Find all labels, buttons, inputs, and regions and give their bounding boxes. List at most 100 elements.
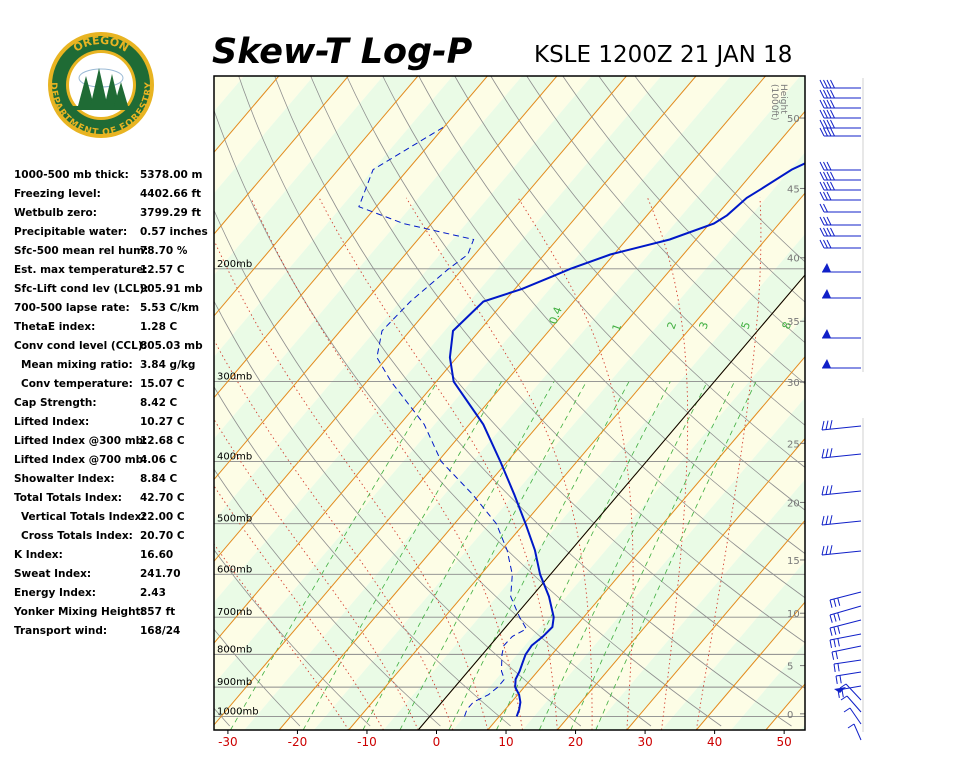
wind-barb-feather — [826, 99, 832, 109]
wind-barb-feather — [825, 448, 829, 458]
wind-barb-feather — [847, 723, 855, 729]
index-value: 4402.66 ft — [140, 188, 202, 200]
stability-indices-panel: 1000-500 mb thick: 5378.00 m Freezing leve… — [14, 169, 212, 644]
index-label: Conv temperature: — [21, 378, 133, 390]
index-value: 5378.00 m — [140, 169, 203, 181]
wind-barb-feather — [830, 109, 835, 119]
wind-barb-feather — [830, 181, 835, 191]
mixing-ratio-line — [399, 381, 587, 730]
wind-barb-feather — [830, 171, 835, 181]
mixing-ratio-label: 1 — [610, 322, 625, 333]
index-row: Sfc-Lift cond lev (LCL): 905.91 mb — [14, 283, 212, 302]
dry-adiabat — [382, 76, 805, 555]
isotherm — [0, 76, 140, 730]
wind-barb-feather — [829, 515, 833, 525]
isotherm — [695, 601, 805, 730]
wind-barb-feather — [823, 171, 828, 181]
wind-barb-feather — [823, 203, 828, 213]
mixing-ratio-line — [362, 381, 555, 730]
index-value: 0.57 inches — [140, 226, 208, 238]
isotherm — [278, 110, 805, 730]
temperature-band-yellow — [905, 76, 960, 730]
wind-barb-feather — [833, 639, 836, 648]
isotherm — [626, 519, 805, 730]
wind-barb-feather — [830, 119, 835, 129]
index-row: Sfc-500 mean rel hum: 78.70 % — [14, 245, 212, 264]
isotherm — [0, 76, 70, 730]
temperature-band-green — [0, 76, 140, 730]
index-row: Lifted Index @700 mb: 4.06 C — [14, 454, 212, 473]
index-value: 16.60 — [140, 549, 174, 561]
temperature-band-green — [383, 234, 805, 730]
wind-barb-feather — [829, 639, 833, 648]
wind-barb-feather — [829, 545, 833, 555]
temperature-band-green — [0, 76, 209, 730]
wind-barb-staff — [845, 683, 862, 701]
wind-barb-feather — [819, 127, 825, 137]
wind-barb-feather — [840, 695, 848, 701]
height-tick-label: 50 — [787, 114, 800, 125]
index-value: 22.00 C — [140, 511, 185, 523]
index-row: Freezing level: 4402.66 ft — [14, 188, 212, 207]
index-value: 78.70 % — [140, 245, 188, 257]
x-axis-tick-label: 50 — [777, 735, 792, 749]
index-label: Transport wind: — [14, 625, 108, 637]
pressure-label: 400mb — [217, 452, 252, 463]
wind-barb-feather — [826, 119, 832, 129]
mixing-ratio-line — [570, 381, 735, 730]
isotherm — [0, 76, 209, 730]
temperature-band-yellow — [0, 76, 105, 730]
wind-barb-feather — [826, 191, 832, 201]
wind-barb-feather — [829, 448, 833, 458]
temperature-band-yellow — [214, 76, 592, 521]
temperature-band-yellow — [214, 76, 245, 112]
wind-barb-feather — [837, 638, 840, 647]
wind-barb-feather — [819, 79, 825, 89]
mixing-ratio-label: 2 — [665, 320, 680, 331]
isotherm — [214, 76, 558, 481]
dry-adiabat — [214, 386, 511, 727]
height-axis-label: Height — [778, 84, 788, 114]
wind-barb-feather — [830, 89, 835, 99]
isotherm — [348, 192, 805, 730]
wind-barb-feather — [826, 181, 832, 191]
pressure-label: 200mb — [217, 259, 252, 270]
index-label: ThetaE index: — [14, 321, 96, 333]
wind-barb-pennant — [822, 289, 831, 298]
wind-barb-feather — [821, 448, 825, 459]
wind-barb-feather — [823, 227, 828, 237]
temperature-band-green — [731, 643, 805, 730]
index-value: 8.84 C — [140, 473, 178, 485]
index-label: Wetbulb zero: — [14, 207, 97, 219]
svg-text:OREGON: OREGON — [71, 34, 131, 55]
index-row: Precipitable water: 0.57 inches — [14, 226, 212, 245]
wind-barb-feather — [826, 171, 832, 181]
wind-barb-feather — [837, 625, 841, 634]
isotherm — [214, 76, 349, 235]
temperature-band-yellow — [835, 76, 960, 730]
temperature-band-green — [661, 561, 805, 730]
wind-barb-feather — [819, 227, 825, 237]
wind-barb-feather — [829, 485, 833, 495]
wind-barb-feather — [829, 627, 833, 636]
index-row: ThetaE index: 1.28 C — [14, 321, 212, 340]
wind-barb-feather — [833, 663, 836, 672]
temperature-profile — [448, 162, 805, 717]
wind-barb-staff — [829, 605, 862, 616]
index-label: Lifted Index @300 mb: — [14, 435, 148, 447]
wind-barb-feather — [826, 79, 832, 89]
plot-border — [213, 75, 806, 731]
wind-barb-staff — [821, 550, 862, 556]
wind-barb-feather — [829, 614, 833, 623]
index-row: Conv cond level (CCL): 805.03 mb — [14, 340, 212, 359]
isotherm — [214, 76, 766, 726]
isotherm — [905, 76, 960, 730]
wind-barb-feather — [839, 675, 842, 684]
dry-adiabat — [274, 76, 805, 689]
index-value: 20.70 C — [140, 530, 185, 542]
wind-barb-feather — [823, 109, 828, 119]
x-axis-tick-label: 0 — [433, 735, 441, 749]
dry-adiabat — [0, 76, 159, 726]
wind-barb-feather — [823, 127, 828, 137]
dry-adiabat — [346, 76, 805, 599]
